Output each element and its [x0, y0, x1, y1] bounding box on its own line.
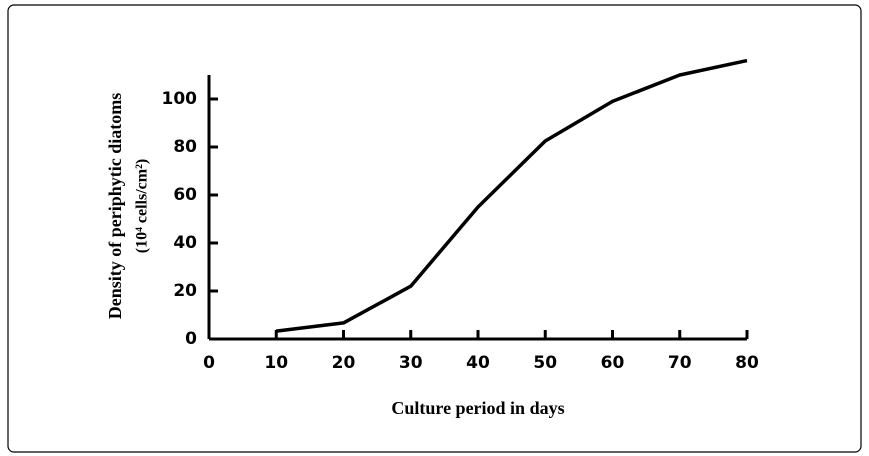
y-tick-label: 100	[162, 89, 198, 109]
x-tick-label: 70	[668, 353, 692, 373]
x-tick-label: 20	[332, 353, 356, 373]
x-tick-label: 40	[466, 353, 490, 373]
x-axis-label: Culture period in days	[391, 398, 564, 418]
x-tick-label: 0	[203, 353, 215, 373]
x-tick-label: 60	[601, 353, 625, 373]
y-tick-label: 60	[173, 185, 197, 205]
y-axis-label: Density of periphytic diatoms	[105, 93, 125, 320]
x-tick-label: 10	[264, 353, 288, 373]
line	[276, 58, 748, 333]
y-axis-label: (10⁴ cells/cm²)	[134, 159, 151, 253]
y-tick-label: 80	[173, 137, 197, 157]
y-tick-label: 40	[173, 233, 197, 253]
frame	[7, 4, 862, 453]
y-tick-label: 20	[173, 281, 197, 301]
x-tick-label: 50	[533, 353, 557, 373]
x-tick-label: 30	[399, 353, 423, 373]
y-tick-label: 0	[185, 329, 197, 349]
x-tick-label: 80	[735, 353, 759, 373]
